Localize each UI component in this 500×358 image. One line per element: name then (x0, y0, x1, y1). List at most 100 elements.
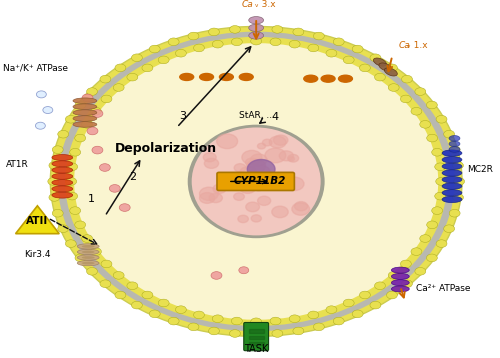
Ellipse shape (379, 63, 392, 71)
Circle shape (176, 306, 186, 314)
Circle shape (250, 37, 262, 45)
Ellipse shape (442, 156, 462, 163)
Circle shape (246, 202, 260, 212)
Circle shape (82, 121, 92, 128)
Ellipse shape (73, 116, 97, 121)
Ellipse shape (65, 37, 447, 326)
Ellipse shape (73, 98, 97, 103)
Circle shape (452, 161, 464, 169)
Circle shape (251, 165, 270, 179)
Circle shape (194, 44, 204, 52)
Circle shape (115, 64, 126, 72)
Circle shape (247, 159, 266, 173)
Circle shape (272, 330, 283, 337)
Ellipse shape (442, 163, 462, 169)
Circle shape (120, 204, 130, 211)
Circle shape (113, 271, 124, 279)
Circle shape (246, 158, 258, 167)
Ellipse shape (392, 267, 409, 273)
Circle shape (415, 267, 426, 275)
Circle shape (270, 317, 281, 325)
Circle shape (272, 25, 283, 33)
Circle shape (240, 167, 257, 179)
Text: StAR, ...: StAR, ... (239, 111, 275, 120)
Ellipse shape (78, 261, 99, 266)
Circle shape (92, 146, 103, 154)
Ellipse shape (188, 125, 324, 238)
Circle shape (230, 330, 240, 337)
Bar (248, 329, 264, 333)
Circle shape (270, 136, 286, 148)
Text: 3: 3 (180, 111, 186, 121)
Bar (248, 342, 264, 345)
Circle shape (333, 38, 344, 45)
Circle shape (265, 148, 286, 163)
Circle shape (420, 121, 430, 128)
Ellipse shape (78, 249, 99, 255)
Ellipse shape (248, 24, 264, 32)
Ellipse shape (321, 75, 335, 82)
Ellipse shape (449, 147, 460, 152)
Circle shape (402, 75, 412, 83)
Circle shape (132, 301, 142, 309)
Circle shape (360, 64, 370, 72)
Ellipse shape (304, 75, 318, 82)
Circle shape (200, 193, 215, 203)
Ellipse shape (82, 256, 94, 259)
Circle shape (142, 291, 153, 299)
Circle shape (333, 317, 344, 325)
Ellipse shape (52, 161, 72, 167)
Ellipse shape (78, 255, 99, 260)
Ellipse shape (192, 127, 320, 236)
Circle shape (222, 177, 241, 190)
Circle shape (58, 225, 68, 232)
FancyBboxPatch shape (217, 173, 294, 190)
Circle shape (426, 254, 438, 262)
Ellipse shape (52, 186, 72, 192)
Circle shape (251, 215, 262, 222)
Circle shape (274, 135, 288, 145)
Circle shape (66, 240, 76, 247)
Circle shape (374, 73, 386, 81)
Ellipse shape (50, 26, 462, 337)
Circle shape (58, 130, 68, 138)
Ellipse shape (78, 244, 99, 249)
Circle shape (360, 291, 370, 299)
Circle shape (289, 315, 300, 323)
Circle shape (127, 282, 138, 290)
Ellipse shape (442, 150, 462, 156)
Circle shape (48, 178, 58, 185)
Circle shape (52, 146, 63, 154)
Circle shape (158, 299, 169, 307)
Circle shape (100, 280, 111, 287)
Circle shape (314, 32, 324, 40)
Circle shape (452, 194, 464, 201)
Circle shape (400, 260, 411, 268)
Circle shape (236, 179, 248, 188)
Circle shape (370, 301, 381, 309)
Circle shape (70, 149, 80, 156)
Circle shape (239, 267, 248, 274)
Circle shape (242, 150, 262, 164)
Circle shape (426, 134, 438, 142)
Ellipse shape (52, 155, 72, 160)
Ellipse shape (248, 16, 264, 24)
Circle shape (113, 84, 124, 91)
Circle shape (256, 187, 262, 191)
Circle shape (209, 193, 222, 203)
Circle shape (52, 209, 63, 217)
Text: Ca: Ca (242, 0, 254, 9)
Circle shape (388, 84, 399, 91)
Circle shape (272, 206, 288, 218)
Circle shape (444, 225, 454, 232)
Ellipse shape (82, 262, 94, 265)
Circle shape (400, 95, 411, 103)
Text: Ca²⁺ ATPase: Ca²⁺ ATPase (416, 284, 470, 293)
Circle shape (308, 311, 319, 319)
Ellipse shape (73, 110, 97, 115)
Circle shape (101, 95, 112, 103)
Circle shape (66, 115, 76, 123)
Circle shape (100, 75, 111, 83)
Ellipse shape (442, 190, 462, 196)
Circle shape (308, 44, 319, 52)
